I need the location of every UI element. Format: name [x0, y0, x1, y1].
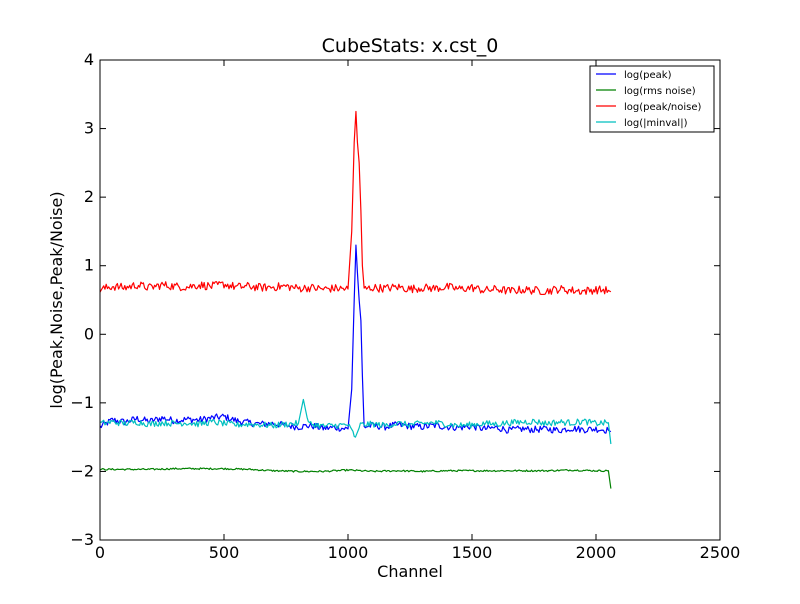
y-tick-label: −2 — [70, 461, 94, 480]
y-tick-label: 4 — [84, 50, 94, 69]
series-line-2 — [99, 467, 612, 489]
series-layer — [99, 110, 612, 489]
y-tick-label: −3 — [70, 530, 94, 549]
tick-layer: 0 500 1000 1500 2000 2500 −3 −2 −1 0 1 2 3 4 — [70, 50, 740, 562]
y-tick-label: 1 — [84, 256, 94, 275]
legend-label-3: log(peak/noise) — [624, 102, 702, 113]
plot-frame — [99, 59, 721, 541]
legend: log(peak) log(rms noise) log(peak/noise) lo… — [589, 65, 715, 133]
plot-area — [100, 60, 720, 540]
x-axis-label: Channel — [377, 562, 443, 581]
y-axis-label: log(Peak,Noise,Peak/Noise) — [47, 191, 66, 408]
legend-label-4: log(|minval|) — [624, 118, 688, 129]
x-tick-label: 1000 — [328, 543, 369, 562]
legend-box — [589, 65, 715, 133]
series-line-3 — [99, 110, 612, 296]
y-tick-label: −1 — [70, 393, 94, 412]
x-tick-label: 2500 — [700, 543, 741, 562]
y-tick-label: 0 — [84, 324, 94, 343]
y-tick-label: 3 — [84, 119, 94, 138]
x-tick-label: 1500 — [452, 543, 493, 562]
x-tick-label: 2000 — [576, 543, 617, 562]
series-line-1 — [99, 244, 612, 434]
x-tick-label: 0 — [95, 543, 105, 562]
chart-title: CubeStats: x.cst_0 — [322, 35, 499, 57]
y-tick-label: 2 — [84, 187, 94, 206]
x-tick-label: 500 — [209, 543, 240, 562]
legend-label-1: log(peak) — [624, 70, 672, 81]
series-line-4 — [99, 398, 612, 445]
legend-label-2: log(rms noise) — [624, 86, 696, 97]
